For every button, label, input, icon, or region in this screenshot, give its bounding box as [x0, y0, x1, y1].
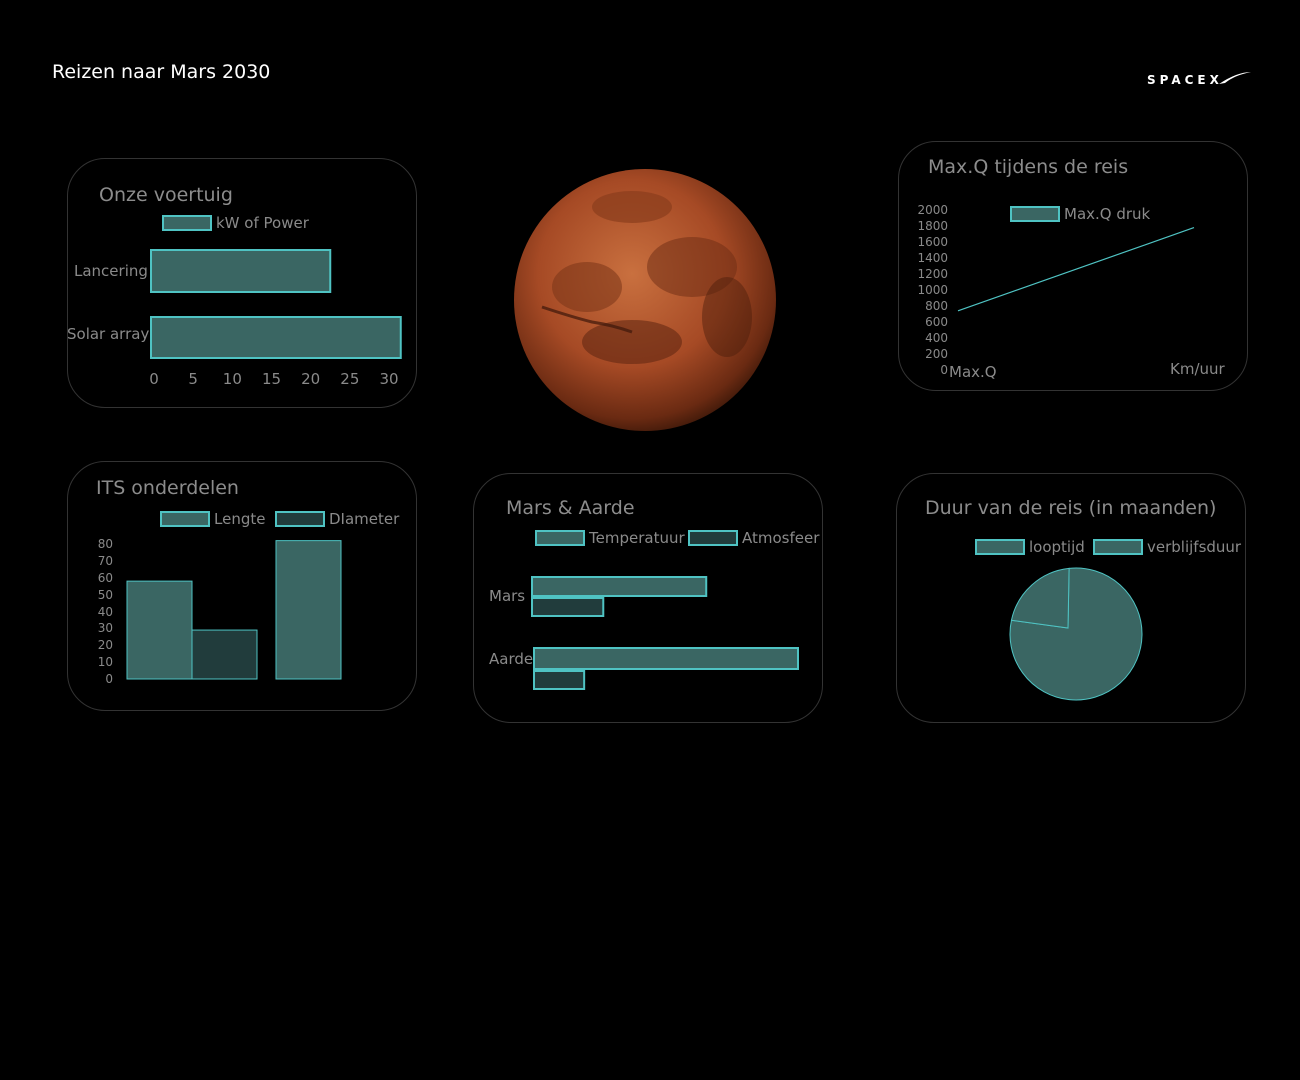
legend-swatch — [975, 539, 1025, 555]
x-tick-label: 25 — [340, 370, 360, 388]
legend-atmosfeer: Atmosfeer — [688, 529, 819, 547]
y-tick-label: 70 — [97, 553, 113, 568]
category-label-mars: Mars — [489, 587, 526, 605]
y-tick-label: 30 — [97, 621, 113, 636]
chart-title-its: ITS onderdelen — [96, 477, 239, 499]
y-tick-label: 400 — [925, 331, 948, 345]
y-tick-label: 600 — [925, 315, 948, 329]
bar-atmosfeer-mars — [531, 597, 605, 617]
y-tick-label: 800 — [925, 299, 948, 313]
bar-atmosfeer-aarde — [533, 670, 586, 690]
legend-label: Temperatuur — [589, 529, 685, 547]
x-axis-label-maxq: Max.Q — [949, 363, 997, 381]
legend-label: kW of Power — [216, 214, 309, 232]
bar-diameter-1 — [191, 629, 258, 680]
x-tick-label: 15 — [261, 370, 282, 388]
pie-slice-looptijd — [1010, 567, 1070, 629]
y-tick-label: 50 — [97, 587, 113, 602]
pie-slice-verblijfsduur — [1009, 567, 1143, 701]
card-maxq — [898, 141, 1248, 391]
logo-text: SPACEX — [1147, 73, 1223, 87]
y-tick-label: 0 — [105, 672, 113, 686]
legend-temperatuur: Temperatuur — [535, 529, 685, 547]
x-tick-label: 5 — [188, 370, 198, 388]
y-tick-label: 200 — [925, 347, 948, 361]
legend-label: looptijd — [1029, 538, 1085, 556]
bar-lancering — [150, 249, 332, 293]
bar-temperatuur-mars — [531, 576, 708, 597]
legend-label: Lengte — [214, 510, 266, 528]
legend-label: verblijfsduur — [1147, 538, 1242, 556]
bar-lengte-1 — [126, 580, 193, 680]
legend-label: DIameter — [329, 510, 400, 528]
legend-swatch — [1010, 206, 1060, 222]
legend-swatch — [162, 215, 212, 231]
bar-lengte-2 — [275, 540, 342, 680]
bar-solar-arrays — [150, 316, 402, 359]
legend-swatch — [1093, 539, 1143, 555]
bar-temperatuur-aarde — [533, 647, 799, 670]
y-tick-label: 60 — [97, 570, 113, 585]
legend-swatch — [160, 511, 210, 527]
spacex-logo: SPACEX — [1147, 72, 1251, 87]
y-tick-label: 40 — [97, 604, 113, 619]
chart-title-duur: Duur van de reis (in maanden) — [925, 497, 1217, 519]
x-axis-label-kmuur: Km/uur — [1170, 360, 1225, 378]
y-tick-label: 1200 — [917, 267, 948, 281]
legend-verblijfsduur: verblijfsduur — [1093, 538, 1241, 556]
legend-swatch — [275, 511, 325, 527]
y-tick-label: 2000 — [917, 203, 948, 217]
chart-title-maxq: Max.Q tijdens de reis — [928, 156, 1129, 178]
x-tick-label: 30 — [379, 370, 399, 388]
y-tick-label: 1400 — [917, 251, 948, 265]
x-tick-label: 10 — [222, 370, 242, 388]
x-tick-label: 0 — [149, 370, 159, 388]
legend-its-lengte: Lengte — [160, 510, 265, 528]
y-tick-label: 1800 — [917, 219, 948, 233]
category-label-solar-arrays: Solar arrays — [67, 325, 158, 343]
page-title: Reizen naar Mars 2030 — [52, 61, 271, 83]
y-tick-label: 20 — [97, 638, 113, 653]
legend-voertuig: kW of Power — [162, 214, 309, 232]
y-tick-label: 1600 — [917, 235, 948, 249]
legend-label: Atmosfeer — [742, 529, 820, 547]
legend-its-diameter: DIameter — [275, 510, 399, 528]
chart-title-voertuig: Onze voertuig — [99, 184, 233, 206]
y-tick-label: 0 — [940, 363, 948, 377]
legend-maxq: Max.Q druk — [1010, 205, 1150, 223]
y-tick-label: 80 — [97, 537, 113, 551]
legend-swatch — [688, 530, 738, 546]
legend-label: Max.Q druk — [1064, 205, 1151, 223]
chart-title-mars-aarde: Mars & Aarde — [506, 497, 635, 519]
y-tick-label: 10 — [97, 655, 113, 670]
mars-planet-image — [514, 169, 776, 431]
series-line-maxq — [957, 227, 1195, 312]
category-label-aarde: Aarde — [489, 650, 534, 668]
y-tick-label: 1000 — [917, 283, 948, 297]
category-label-lancering: Lancering — [74, 262, 148, 280]
x-tick-label: 20 — [301, 370, 321, 388]
legend-swatch — [535, 530, 585, 546]
legend-looptijd: looptijd — [975, 538, 1085, 556]
